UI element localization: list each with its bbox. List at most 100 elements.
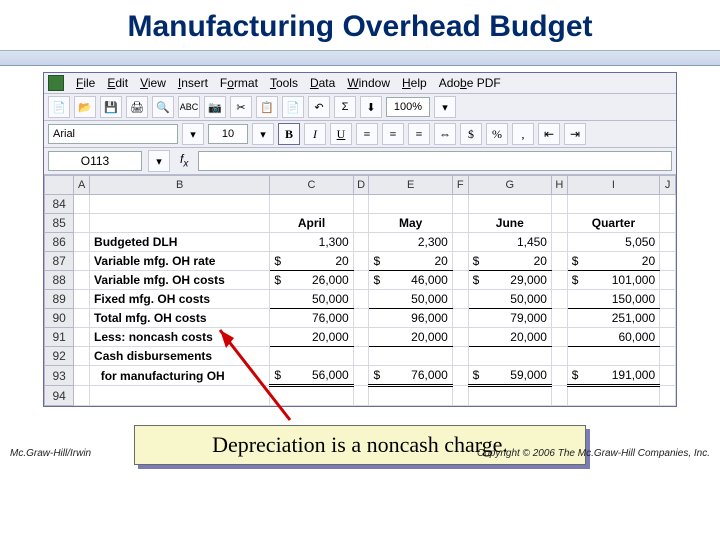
label-var-costs: Variable mfg. OH costs <box>90 271 270 290</box>
italic-button[interactable]: I <box>304 123 326 145</box>
excel-icon <box>48 75 64 91</box>
val-tot-apr: 76,000 <box>270 309 353 328</box>
font-dropdown-icon[interactable]: ▾ <box>182 123 204 145</box>
val-rate-may: 20 <box>369 252 452 271</box>
col-D[interactable]: D <box>353 176 369 195</box>
menu-file[interactable]: File <box>76 76 95 90</box>
corner-cell[interactable] <box>45 176 74 195</box>
align-center-icon[interactable]: ≡ <box>382 123 404 145</box>
camera-icon[interactable]: 📷 <box>204 96 226 118</box>
formula-bar[interactable] <box>198 151 672 171</box>
print-icon[interactable]: 🖨 <box>126 96 148 118</box>
footer-left: Mc.Graw-Hill/Irwin <box>10 448 91 459</box>
row-86[interactable]: 86 <box>45 233 74 252</box>
cut-icon[interactable]: ✂ <box>230 96 252 118</box>
zoom-dropdown-icon[interactable]: ▾ <box>434 96 456 118</box>
name-dropdown-icon[interactable]: ▾ <box>148 150 170 172</box>
val-dlh-apr: 1,300 <box>270 233 353 252</box>
align-right-icon[interactable]: ≡ <box>408 123 430 145</box>
val-cash-qtr: 191,000 <box>567 366 659 386</box>
formula-bar-row: O113 ▾ fx <box>44 148 676 175</box>
bold-button[interactable]: B <box>278 123 300 145</box>
merge-icon[interactable]: ⇔ <box>434 123 456 145</box>
col-G[interactable]: G <box>468 176 551 195</box>
val-cash-may: 76,000 <box>369 366 452 386</box>
val-cash-apr: 56,000 <box>270 366 353 386</box>
label-total-costs: Total mfg. OH costs <box>90 309 270 328</box>
row-94[interactable]: 94 <box>45 386 74 406</box>
row-88[interactable]: 88 <box>45 271 74 290</box>
indent-inc-icon[interactable]: ⇥ <box>564 123 586 145</box>
spell-icon[interactable]: ABC <box>178 96 200 118</box>
hdr-april: April <box>270 214 353 233</box>
menu-adobe[interactable]: Adobe PDF <box>439 76 501 90</box>
menu-help[interactable]: Help <box>402 76 427 90</box>
row-85[interactable]: 85 <box>45 214 74 233</box>
sort-icon[interactable]: ⬇ <box>360 96 382 118</box>
val-rate-qtr: 20 <box>567 252 659 271</box>
label-less-noncash: Less: noncash costs <box>90 328 270 347</box>
val-tot-qtr: 251,000 <box>567 309 659 328</box>
menu-edit[interactable]: Edit <box>107 76 128 90</box>
label-cash-disb: Cash disbursements <box>90 347 270 366</box>
val-var-may: 46,000 <box>369 271 452 290</box>
col-A[interactable]: A <box>74 176 90 195</box>
val-dlh-jun: 1,450 <box>468 233 551 252</box>
col-E[interactable]: E <box>369 176 452 195</box>
currency-icon[interactable]: $ <box>460 123 482 145</box>
zoom-box[interactable]: 100% <box>386 97 430 117</box>
undo-icon[interactable]: ↶ <box>308 96 330 118</box>
col-F[interactable]: F <box>452 176 468 195</box>
indent-dec-icon[interactable]: ⇤ <box>538 123 560 145</box>
open-icon[interactable]: 📂 <box>74 96 96 118</box>
size-dropdown-icon[interactable]: ▾ <box>252 123 274 145</box>
col-J[interactable]: J <box>660 176 676 195</box>
val-nc-qtr: 60,000 <box>567 328 659 347</box>
label-fixed-costs: Fixed mfg. OH costs <box>90 290 270 309</box>
val-rate-apr: 20 <box>270 252 353 271</box>
copy-icon[interactable]: 📋 <box>256 96 278 118</box>
col-B[interactable]: B <box>90 176 270 195</box>
menu-data[interactable]: Data <box>310 76 335 90</box>
row-92[interactable]: 92 <box>45 347 74 366</box>
col-C[interactable]: C <box>270 176 353 195</box>
comma-icon[interactable]: , <box>512 123 534 145</box>
menu-window[interactable]: Window <box>347 76 390 90</box>
row-91[interactable]: 91 <box>45 328 74 347</box>
align-left-icon[interactable]: ≡ <box>356 123 378 145</box>
val-var-qtr: 101,000 <box>567 271 659 290</box>
font-name-box[interactable]: Arial <box>48 124 178 144</box>
callout-box: Depreciation is a noncash charge. <box>134 425 586 465</box>
fx-label[interactable]: fx <box>176 152 192 169</box>
format-toolbar: Arial ▾ 10 ▾ B I U ≡ ≡ ≡ ⇔ $ % , ⇤ ⇥ <box>44 121 676 148</box>
row-84[interactable]: 84 <box>45 195 74 214</box>
row-93[interactable]: 93 <box>45 366 74 386</box>
val-nc-apr: 20,000 <box>270 328 353 347</box>
save-icon[interactable]: 💾 <box>100 96 122 118</box>
menu-tools[interactable]: Tools <box>270 76 298 90</box>
row-87[interactable]: 87 <box>45 252 74 271</box>
label-var-rate: Variable mfg. OH rate <box>90 252 270 271</box>
val-fix-jun: 50,000 <box>468 290 551 309</box>
col-I[interactable]: I <box>567 176 659 195</box>
val-dlh-qtr: 5,050 <box>567 233 659 252</box>
name-box[interactable]: O113 <box>48 151 142 171</box>
new-icon[interactable]: 📄 <box>48 96 70 118</box>
preview-icon[interactable]: 🔍 <box>152 96 174 118</box>
row-89[interactable]: 89 <box>45 290 74 309</box>
val-dlh-may: 2,300 <box>369 233 452 252</box>
col-H[interactable]: H <box>551 176 567 195</box>
menu-format[interactable]: Format <box>220 76 258 90</box>
menu-insert[interactable]: Insert <box>178 76 208 90</box>
val-nc-jun: 20,000 <box>468 328 551 347</box>
paste-icon[interactable]: 📄 <box>282 96 304 118</box>
row-90[interactable]: 90 <box>45 309 74 328</box>
underline-button[interactable]: U <box>330 123 352 145</box>
val-fix-apr: 50,000 <box>270 290 353 309</box>
standard-toolbar: 📄 📂 💾 🖨 🔍 ABC 📷 ✂ 📋 📄 ↶ Σ ⬇ 100% ▾ <box>44 94 676 121</box>
menu-bar: File Edit View Insert Format Tools Data … <box>44 73 676 94</box>
percent-icon[interactable]: % <box>486 123 508 145</box>
font-size-box[interactable]: 10 <box>208 124 248 144</box>
menu-view[interactable]: View <box>140 76 166 90</box>
sigma-icon[interactable]: Σ <box>334 96 356 118</box>
